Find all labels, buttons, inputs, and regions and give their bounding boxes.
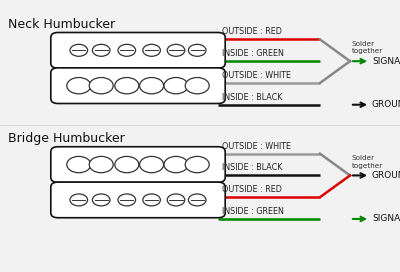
Circle shape — [185, 156, 209, 173]
Circle shape — [188, 194, 206, 206]
Circle shape — [188, 44, 206, 56]
Circle shape — [164, 78, 188, 94]
Text: INSIDE : BLACK: INSIDE : BLACK — [222, 93, 282, 102]
Circle shape — [115, 78, 139, 94]
FancyBboxPatch shape — [51, 68, 225, 103]
Text: INSIDE : GREEN: INSIDE : GREEN — [222, 49, 284, 58]
Text: SIGNAL: SIGNAL — [372, 214, 400, 224]
Circle shape — [89, 78, 113, 94]
Circle shape — [92, 194, 110, 206]
Circle shape — [185, 78, 209, 94]
Text: Bridge Humbucker: Bridge Humbucker — [8, 132, 125, 145]
Circle shape — [118, 194, 136, 206]
Text: INSIDE : GREEN: INSIDE : GREEN — [222, 207, 284, 216]
Text: OUTSIDE : RED: OUTSIDE : RED — [222, 185, 282, 194]
Text: OUTSIDE : WHITE: OUTSIDE : WHITE — [222, 142, 291, 151]
Circle shape — [143, 194, 160, 206]
Text: GROUND: GROUND — [372, 100, 400, 109]
FancyBboxPatch shape — [51, 182, 225, 218]
Circle shape — [140, 156, 164, 173]
Text: GROUND: GROUND — [372, 171, 400, 180]
Text: SIGNAL: SIGNAL — [372, 57, 400, 66]
Circle shape — [118, 44, 136, 56]
Circle shape — [140, 78, 164, 94]
Circle shape — [167, 44, 185, 56]
Text: Solder
together: Solder together — [352, 155, 383, 169]
Text: INSIDE : BLACK: INSIDE : BLACK — [222, 163, 282, 172]
Circle shape — [115, 156, 139, 173]
Circle shape — [67, 156, 91, 173]
Circle shape — [70, 194, 88, 206]
Circle shape — [143, 44, 160, 56]
FancyBboxPatch shape — [51, 33, 225, 68]
Circle shape — [164, 156, 188, 173]
Text: Solder
together: Solder together — [352, 41, 383, 54]
Circle shape — [89, 156, 113, 173]
Text: OUTSIDE : WHITE: OUTSIDE : WHITE — [222, 71, 291, 80]
Circle shape — [67, 78, 91, 94]
Text: Neck Humbucker: Neck Humbucker — [8, 18, 115, 31]
Text: OUTSIDE : RED: OUTSIDE : RED — [222, 27, 282, 36]
Circle shape — [167, 194, 185, 206]
Circle shape — [70, 44, 88, 56]
Circle shape — [92, 44, 110, 56]
FancyBboxPatch shape — [51, 147, 225, 182]
